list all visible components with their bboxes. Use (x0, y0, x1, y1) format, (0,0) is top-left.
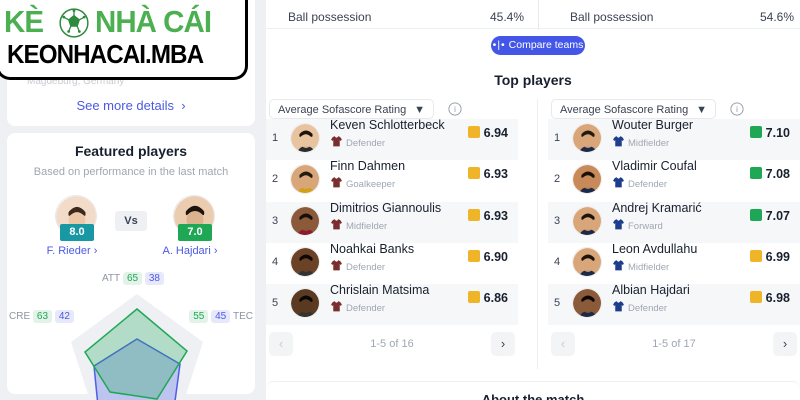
svg-text:i: i (736, 105, 738, 114)
svg-text:i: i (454, 105, 456, 114)
